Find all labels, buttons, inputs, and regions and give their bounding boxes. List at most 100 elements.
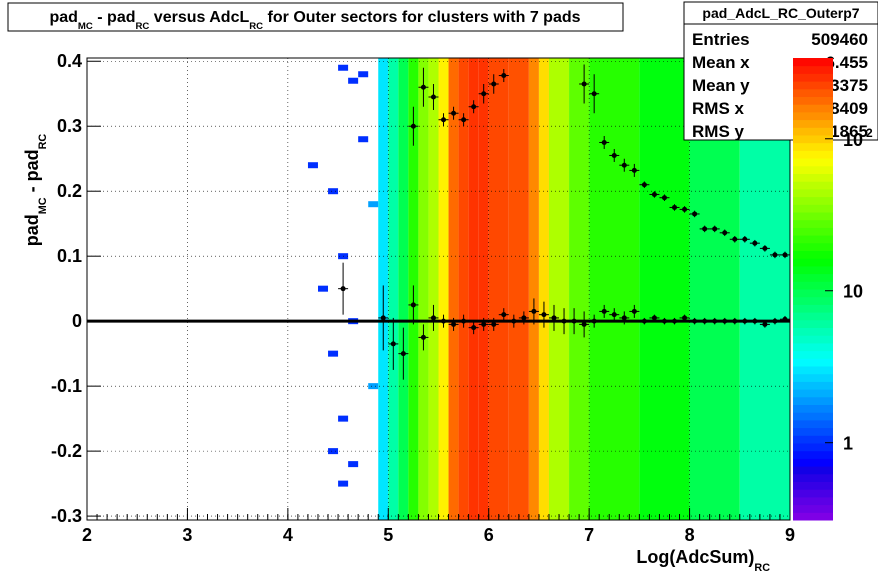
heatmap-cell (528, 58, 539, 520)
sparse-cell (338, 480, 349, 487)
profile-point (441, 117, 447, 123)
subscript: MC (37, 197, 49, 214)
stats-label: RMS x (692, 99, 745, 118)
palette-band (793, 427, 833, 436)
profile-point (591, 91, 597, 97)
profile-point (410, 123, 416, 129)
sparse-cell (348, 77, 359, 84)
profile-point (772, 318, 778, 324)
profile-point (682, 315, 688, 321)
palette-band (793, 96, 833, 105)
profile-point (712, 226, 718, 232)
text-part: - pad (22, 149, 42, 197)
text-part: pad (49, 9, 77, 26)
stats-value: 509460 (811, 30, 868, 49)
palette-band (793, 250, 833, 259)
heatmap-cell (488, 58, 509, 520)
stats-label: Mean x (692, 53, 750, 72)
palette-band (793, 88, 833, 97)
palette-band (793, 65, 833, 74)
stats-frame (683, 1, 878, 141)
profile-point (782, 316, 788, 322)
profile-point (752, 240, 758, 246)
profile-point (782, 252, 788, 258)
stats-box: pad_AdcL_RC_Outerp7 Entries 509460 Mean x 6.… (683, 1, 878, 141)
palette-band (793, 235, 833, 244)
palette-band (793, 258, 833, 267)
profile-point (501, 312, 507, 318)
profile-point (672, 204, 678, 210)
palette-band (793, 242, 833, 251)
profile-point (702, 226, 708, 232)
palette-band (793, 289, 833, 298)
palette-band (793, 443, 833, 452)
palette-band (793, 104, 833, 113)
y-axis-label: padMC - padRC (22, 134, 49, 247)
palette-band (793, 512, 833, 521)
z-tick-label: 10 (843, 130, 863, 150)
profile-point (651, 191, 657, 197)
palette-band (793, 319, 833, 328)
palette-band (793, 173, 833, 182)
palette-band (793, 358, 833, 367)
palette-band (793, 181, 833, 190)
heatmap-cell (538, 58, 549, 520)
heatmap-cell (438, 58, 449, 520)
x-tick-label: 5 (383, 525, 393, 545)
palette-band (793, 366, 833, 375)
subscript: RC (754, 562, 770, 574)
x-tick-label: 6 (484, 525, 494, 545)
y-tick-label: -0.2 (51, 441, 82, 461)
palette-band (793, 119, 833, 128)
palette-band (793, 435, 833, 444)
sparse-cell (358, 136, 369, 143)
profile-point (471, 325, 477, 331)
x-tick-label: 4 (283, 525, 293, 545)
palette-band (793, 150, 833, 159)
profile-point (420, 84, 426, 90)
palette-band (793, 219, 833, 228)
profile-point (762, 321, 768, 327)
text-part: - pad (93, 9, 136, 26)
y-tick-label: 0.2 (57, 181, 82, 201)
x-axis-label: Log(AdcSum)RC (636, 547, 770, 574)
sparse-cell (368, 201, 379, 208)
text-part: for Outer sectors for clusters with 7 pa… (263, 9, 581, 26)
stats-label: RMS y (692, 122, 745, 141)
profile-point (762, 245, 768, 251)
x-tick-label: 2 (82, 525, 92, 545)
y-tick-label: 0 (72, 311, 82, 331)
profile-point (481, 321, 487, 327)
palette-band (793, 342, 833, 352)
profile-point (621, 315, 627, 321)
sparse-cell (338, 415, 349, 422)
profile-point (551, 315, 557, 321)
profile-point (722, 318, 728, 324)
profile-point (601, 308, 607, 314)
palette-band (793, 81, 833, 90)
profile-point (631, 308, 637, 314)
palette-band (793, 412, 833, 421)
heatmap-cell (508, 58, 529, 520)
profile-point (611, 312, 617, 318)
palette-band (793, 327, 833, 336)
palette-band (793, 466, 833, 475)
palette-band (793, 227, 833, 236)
palette-band (793, 111, 833, 121)
subscript: RC (249, 21, 263, 32)
profile-point (451, 321, 457, 327)
profile-point (682, 206, 688, 212)
heatmap-cell (468, 58, 479, 520)
sparse-cell (358, 71, 369, 78)
stats-title: pad_AdcL_RC_Outerp7 (702, 5, 859, 21)
sparse-cell (328, 188, 339, 195)
palette-band (793, 204, 833, 213)
palette-band (793, 450, 833, 459)
profile-point (461, 117, 467, 123)
sparse-cell (328, 350, 339, 357)
palette-band (793, 504, 833, 513)
palette-band (793, 212, 833, 221)
text-part: versus AdcL (149, 9, 249, 26)
profile-point (461, 318, 467, 324)
